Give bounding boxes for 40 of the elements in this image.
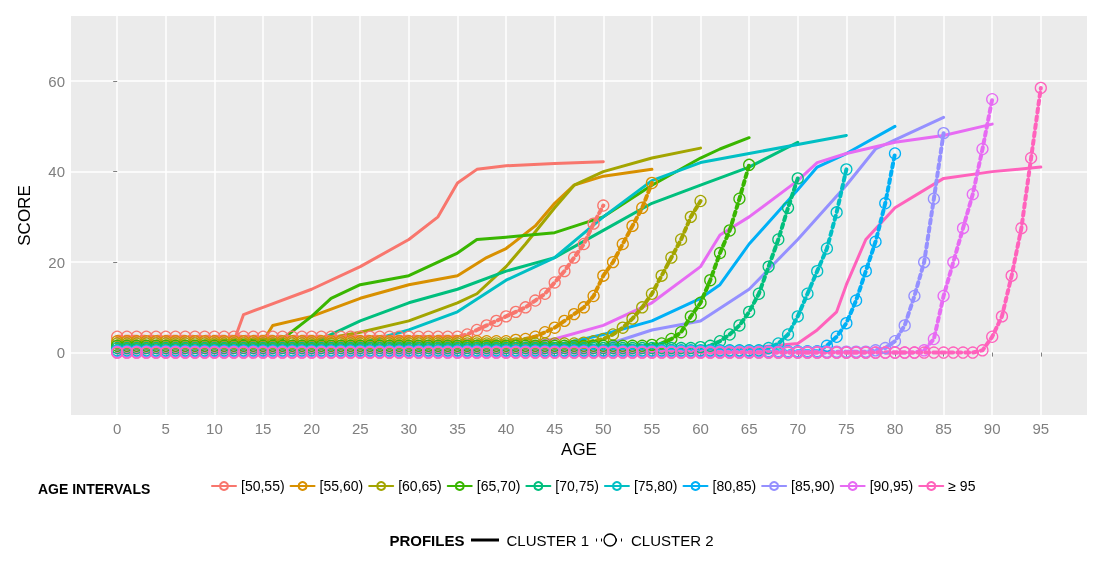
x-tick-label: 90 — [983, 420, 1001, 437]
x-tick-label: 35 — [449, 420, 466, 437]
text: PROFILES — [389, 531, 465, 549]
text: CLUSTER 2 — [631, 531, 714, 549]
legend-label: [90,95) — [869, 478, 914, 494]
legend-label: ≥ 95 — [948, 478, 976, 494]
legend-label: [65,70) — [476, 478, 521, 494]
x-tick-label: 45 — [546, 420, 564, 437]
legend-label: [55,60) — [319, 478, 364, 494]
x-tick-label: 75 — [838, 420, 855, 437]
legend-label: [50,55) — [241, 478, 285, 494]
x-tick-label: 30 — [400, 420, 418, 437]
x-tick-label: 5 — [161, 420, 170, 437]
x-tick-label: 65 — [740, 420, 758, 437]
x-tick-label: 55 — [643, 420, 661, 437]
legend-label: [70,75) — [555, 478, 599, 494]
x-tick-label: 60 — [692, 420, 709, 437]
x-tick-label: 10 — [206, 420, 223, 437]
x-axis-title: AGE — [561, 439, 597, 459]
x-tick-label: 0 — [113, 420, 122, 437]
y-axis-title: SCORE — [15, 185, 34, 246]
text: CLUSTER 1 — [506, 531, 589, 549]
y-tick-label: 60 — [48, 72, 65, 90]
x-tick-label: 95 — [1032, 420, 1050, 437]
x-tick-label: 70 — [789, 420, 807, 437]
x-tick-label: 50 — [594, 420, 612, 437]
legend-title: AGE INTERVALS — [38, 481, 151, 497]
y-tick-label: 20 — [48, 253, 65, 271]
x-tick-label: 80 — [886, 420, 904, 437]
legend-label: [85,90) — [791, 478, 835, 494]
x-tick-label: 85 — [935, 420, 952, 437]
legend-label: [80,85) — [712, 478, 757, 494]
x-tick-label: 15 — [254, 420, 272, 437]
x-tick-label: 40 — [497, 420, 515, 437]
legend-label: [75,80) — [633, 478, 678, 494]
legend-label: [60,65) — [398, 478, 442, 494]
x-tick-label: 20 — [303, 420, 320, 437]
x-tick-label: 25 — [351, 420, 369, 437]
y-tick-label: 0 — [56, 344, 65, 362]
y-tick-label: 40 — [48, 163, 65, 181]
